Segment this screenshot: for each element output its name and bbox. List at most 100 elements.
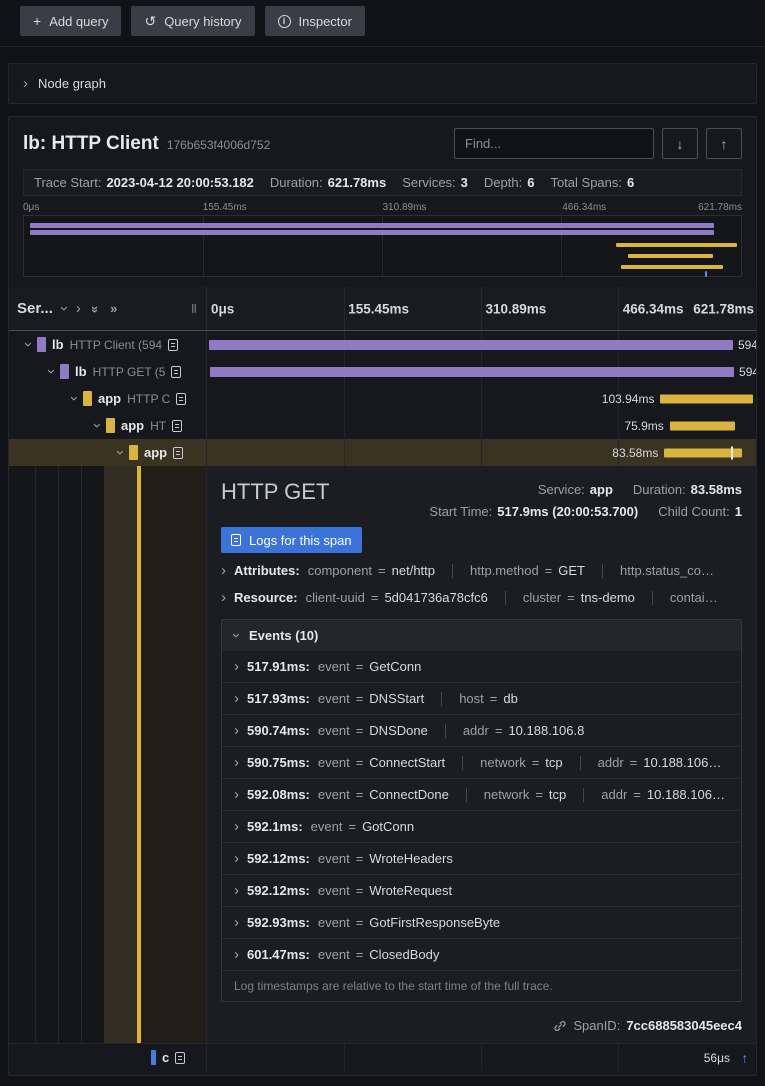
service-name: c — [162, 1050, 170, 1065]
trace-minimap[interactable]: 0μs 155.45ms 310.89ms 466.34ms 621.78ms — [23, 202, 742, 277]
event-row[interactable]: › 592.1ms: event = GotConn — [222, 810, 741, 842]
minimap-canvas[interactable] — [23, 215, 742, 277]
event-row[interactable]: › 592.12ms: event = WroteRequest — [222, 874, 741, 906]
operation-name: HTTP C — [127, 391, 171, 406]
arrow-up-icon[interactable]: ↑ — [741, 1050, 749, 1065]
event-time: 517.91ms: — [247, 659, 310, 674]
indent-guide — [58, 466, 59, 1043]
span-duration-label: 594 — [737, 337, 756, 352]
trace-total-spans: Total Spans: 6 — [550, 175, 635, 190]
indent-fill — [141, 466, 206, 1043]
trace-duration: Duration: 621.78ms — [269, 175, 387, 190]
event-row[interactable]: › 592.12ms: event = WroteHeaders — [222, 842, 741, 874]
span-logs-icon[interactable] — [173, 446, 184, 459]
chevron-down-icon[interactable]: › — [20, 342, 37, 347]
span-logs-icon[interactable] — [172, 419, 183, 432]
operation-name: HT — [150, 418, 167, 433]
column-resize-handle[interactable]: ‖ — [191, 301, 198, 316]
span-bar[interactable] — [209, 339, 733, 350]
service-color-swatch — [106, 418, 115, 433]
minimap-span-bar — [628, 254, 714, 258]
span-row[interactable]: › lb HTTP GET (5 594 — [9, 358, 756, 385]
selected-indent-highlight — [104, 466, 137, 1043]
span-row-child[interactable]: c 56μs ↑ — [9, 1044, 756, 1071]
event-row[interactable]: › 590.74ms: event = DNSDone addr = 10.188.10… — [222, 714, 741, 746]
events-footnote: Log timestamps are relative to the start… — [222, 970, 741, 1001]
span-color-accent-bar — [137, 466, 141, 1043]
trace-title-group: lb: HTTP Client 176b653f4006d752 — [23, 133, 270, 155]
trace-start: Trace Start: 2023-04-12 20:00:53.182 — [34, 175, 254, 190]
event-pair: event = GotFirstResponseByte — [317, 915, 501, 930]
attributes-row[interactable]: › Attributes: component = net/http http.me… — [221, 561, 742, 580]
inspector-button[interactable]: i Inspector — [264, 6, 365, 36]
span-row[interactable]: › lb HTTP Client (594 594 — [9, 331, 756, 358]
span-id-row: SpanID: 7cc688583045eec4 — [221, 1018, 742, 1033]
span-logs-icon[interactable] — [171, 365, 182, 378]
service-name: app — [121, 418, 145, 433]
resource-row[interactable]: › Resource: client-uuid = 5d041736a78cfc6 … — [221, 588, 742, 607]
event-row[interactable]: › 590.75ms: event = ConnectStart network = t… — [222, 746, 741, 778]
events-section: › Events (10) › 517.91ms: event = GetConn … — [221, 619, 742, 1002]
chevron-down-icon[interactable]: › — [89, 423, 106, 428]
prev-result-button[interactable]: ↑ — [706, 128, 742, 159]
span-duration: Duration: 83.58ms — [632, 482, 742, 497]
event-pair: host = db — [459, 691, 518, 706]
span-logs-icon[interactable] — [176, 392, 187, 405]
query-history-button[interactable]: ↺ Query history — [131, 6, 255, 36]
event-pair: event = GotConn — [310, 819, 415, 834]
chevron-right-icon: › — [23, 75, 28, 92]
span-duration-label: 75.9ms — [624, 418, 664, 433]
service-header-label[interactable]: Ser... — [17, 300, 53, 317]
next-result-button[interactable]: ↓ — [662, 128, 698, 159]
chevron-down-icon[interactable]: › — [112, 450, 129, 455]
span-row[interactable]: › app HTTP C 103.94ms — [9, 385, 756, 412]
trace-find-group: ↓ ↑ — [454, 128, 742, 159]
event-time: 590.74ms: — [247, 723, 310, 738]
span-service: Service: app — [537, 482, 613, 497]
event-row[interactable]: › 517.91ms: event = GetConn — [222, 651, 741, 682]
service-operation-header: Ser... › › » » ‖ — [9, 287, 207, 330]
event-row[interactable]: › 517.93ms: event = DNSStart host = db — [222, 682, 741, 714]
event-row[interactable]: › 601.47ms: event = ClosedBody — [222, 938, 741, 970]
node-graph-section[interactable]: › Node graph — [8, 63, 757, 104]
arrow-down-icon: ↓ — [676, 135, 684, 152]
chevron-right-icon: › — [234, 946, 239, 963]
find-input[interactable] — [454, 128, 654, 159]
minimap-tick: 155.45ms — [202, 202, 247, 213]
span-bar[interactable] — [660, 394, 753, 403]
expand-one-icon[interactable]: › — [75, 300, 81, 317]
chevron-down-icon[interactable]: › — [55, 306, 73, 311]
event-row[interactable]: › 592.08ms: event = ConnectDone network = tc… — [222, 778, 741, 810]
span-bar[interactable] — [669, 421, 735, 430]
event-row[interactable]: › 592.93ms: event = GotFirstResponseByte — [222, 906, 741, 938]
timeline-header: 0μs 155.45ms 310.89ms 466.34ms 621.78ms — [207, 287, 756, 330]
minimap-tick: 466.34ms — [562, 202, 607, 213]
span-logs-icon[interactable] — [168, 338, 179, 351]
chevron-down-icon[interactable]: › — [43, 369, 60, 374]
double-chevron-right-icon[interactable]: » — [110, 301, 117, 316]
divider — [651, 590, 653, 605]
trace-depth: Depth: 6 — [483, 175, 535, 190]
double-chevron-down-icon[interactable]: » — [87, 305, 103, 312]
minimap-span-bar — [616, 243, 737, 247]
logs-icon — [231, 534, 241, 546]
span-logs-icon[interactable] — [175, 1051, 186, 1064]
span-id-value[interactable]: 7cc688583045eec4 — [626, 1018, 742, 1033]
logs-for-span-button[interactable]: Logs for this span — [221, 527, 362, 553]
resource-pair: client-uuid = 5d041736a78cfc6 — [305, 590, 488, 605]
event-pair: addr = 10.188.106.8 — [462, 723, 585, 738]
span-row-selected[interactable]: › app 83.58ms — [9, 439, 756, 466]
chevron-right-icon: › — [234, 882, 239, 899]
info-icon: i — [277, 14, 291, 28]
trace-view-panel: lb: HTTP Client 176b653f4006d752 ↓ ↑ Trac… — [8, 116, 757, 1076]
add-query-button[interactable]: + Add query — [20, 6, 122, 36]
events-header[interactable]: › Events (10) — [222, 620, 741, 651]
minimap-tick: 310.89ms — [382, 202, 427, 213]
event-time: 592.93ms: — [247, 915, 310, 930]
span-detail-panel: HTTP GET Service: app Duration: 83.58ms St… — [207, 466, 756, 1043]
span-row[interactable]: › app HT 75.9ms — [9, 412, 756, 439]
timeline-tick: 0μs — [211, 301, 235, 316]
chevron-down-icon[interactable]: › — [66, 396, 83, 401]
span-bar[interactable] — [664, 448, 743, 457]
span-bar[interactable] — [210, 366, 735, 377]
